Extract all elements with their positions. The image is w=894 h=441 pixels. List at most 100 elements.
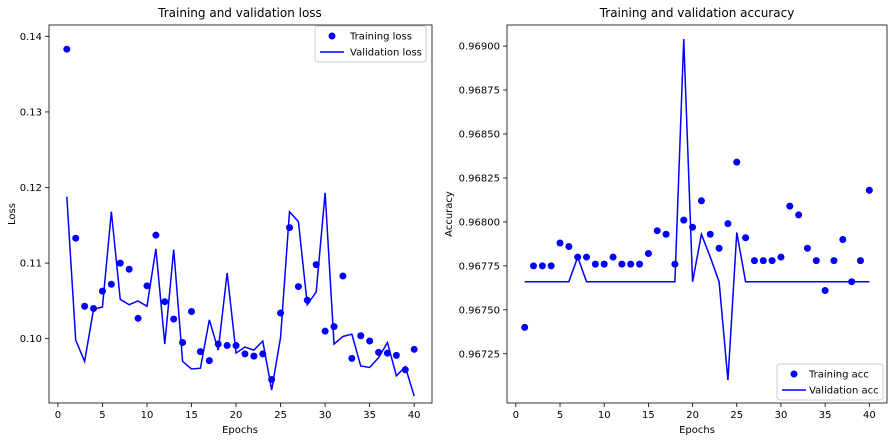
accuracy-point-training-acc bbox=[521, 323, 529, 331]
accuracy-x-tick-label: 0 bbox=[513, 410, 519, 421]
loss-point-training-loss bbox=[241, 350, 249, 358]
accuracy-point-training-acc bbox=[547, 262, 555, 270]
loss-point-training-loss bbox=[107, 280, 115, 288]
accuracy-point-training-acc bbox=[830, 257, 838, 265]
accuracy-point-training-acc bbox=[583, 253, 591, 261]
accuracy-legend-label-training: Training acc bbox=[808, 370, 869, 381]
loss-chart: Training and validation loss Epochs Loss… bbox=[7, 6, 433, 436]
accuracy-point-training-acc bbox=[662, 230, 670, 238]
accuracy-axes-frame bbox=[506, 24, 888, 404]
loss-y-tick-label: 0.13 bbox=[20, 107, 42, 118]
loss-point-training-loss bbox=[134, 314, 142, 322]
loss-point-training-loss bbox=[143, 282, 151, 290]
loss-point-training-loss bbox=[72, 234, 80, 242]
loss-point-training-loss bbox=[348, 354, 356, 362]
accuracy-point-training-acc bbox=[803, 244, 811, 252]
accuracy-point-training-acc bbox=[733, 158, 741, 166]
accuracy-point-training-acc bbox=[556, 239, 564, 247]
accuracy-y-axis-label: Accuracy bbox=[444, 191, 455, 237]
loss-plot-area: 0 5 10 15 20 25 30 35 40 0.10 0.11 0.12 0.13 0.14 bbox=[20, 24, 433, 421]
accuracy-x-tick-label: 5 bbox=[557, 410, 563, 421]
accuracy-point-training-acc bbox=[821, 286, 829, 294]
accuracy-x-axis-label: Epochs bbox=[679, 425, 715, 436]
loss-y-tick-label: 0.14 bbox=[20, 32, 42, 43]
accuracy-legend-frame bbox=[776, 363, 884, 401]
accuracy-point-training-acc bbox=[865, 186, 873, 194]
loss-point-training-loss bbox=[63, 45, 71, 53]
accuracy-point-training-acc bbox=[636, 260, 644, 268]
accuracy-point-training-acc bbox=[618, 260, 626, 268]
loss-point-training-loss bbox=[250, 352, 258, 360]
accuracy-x-tick-label: 40 bbox=[863, 410, 876, 421]
accuracy-point-training-acc bbox=[706, 230, 714, 238]
accuracy-point-training-acc bbox=[786, 202, 794, 210]
loss-y-tick-label: 0.12 bbox=[20, 183, 42, 194]
accuracy-point-training-acc bbox=[742, 234, 750, 242]
loss-x-tick-label: 15 bbox=[185, 410, 198, 421]
loss-point-training-loss bbox=[330, 323, 338, 331]
loss-point-training-loss bbox=[410, 345, 418, 353]
accuracy-point-training-acc bbox=[795, 211, 803, 219]
accuracy-y-tick-label: 0.96875 bbox=[459, 86, 500, 97]
accuracy-point-training-acc bbox=[750, 257, 758, 265]
loss-point-training-loss bbox=[196, 348, 204, 356]
loss-series-validation-loss bbox=[66, 192, 415, 397]
accuracy-point-training-acc bbox=[839, 235, 847, 243]
accuracy-point-training-acc bbox=[724, 220, 732, 228]
accuracy-x-tick-label: 25 bbox=[730, 410, 743, 421]
accuracy-chart-title: Training and validation accuracy bbox=[599, 6, 795, 20]
accuracy-point-training-acc bbox=[812, 257, 820, 265]
accuracy-point-training-acc bbox=[777, 253, 785, 261]
loss-y-axis-label: Loss bbox=[7, 203, 18, 225]
loss-point-training-loss bbox=[205, 357, 213, 365]
loss-point-training-loss bbox=[116, 259, 124, 267]
loss-legend-label-training: Training loss bbox=[349, 32, 412, 43]
loss-x-tick-label: 20 bbox=[230, 410, 243, 421]
accuracy-point-training-acc bbox=[644, 250, 652, 258]
loss-point-training-loss bbox=[161, 298, 169, 306]
accuracy-point-training-acc bbox=[591, 260, 599, 268]
loss-point-training-loss bbox=[188, 308, 196, 316]
loss-point-training-loss bbox=[366, 337, 374, 345]
accuracy-point-training-acc bbox=[759, 257, 767, 265]
accuracy-legend-marker-training bbox=[790, 370, 798, 378]
loss-point-training-loss bbox=[223, 342, 231, 350]
loss-x-tick-label: 25 bbox=[274, 410, 287, 421]
accuracy-point-training-acc bbox=[609, 253, 617, 261]
loss-x-axis-label: Epochs bbox=[222, 425, 258, 436]
loss-legend-marker-training bbox=[328, 32, 336, 40]
loss-point-training-loss bbox=[81, 302, 89, 310]
accuracy-point-training-acc bbox=[600, 260, 608, 268]
loss-point-training-loss bbox=[125, 265, 133, 273]
accuracy-y-tick-label: 0.96800 bbox=[459, 217, 500, 228]
loss-legend: Training loss Validation loss bbox=[314, 25, 427, 63]
accuracy-y-tick-label: 0.96775 bbox=[459, 261, 500, 272]
loss-x-tick-label: 0 bbox=[55, 410, 61, 421]
accuracy-point-training-acc bbox=[768, 257, 776, 265]
loss-legend-frame bbox=[314, 25, 427, 63]
loss-point-training-loss bbox=[357, 332, 365, 340]
accuracy-series-validation-acc bbox=[524, 39, 870, 381]
accuracy-plot-area: 0 5 10 15 20 25 30 35 40 0.96725 0.96750 0.96775 0.9… bbox=[459, 24, 888, 421]
loss-y-tick-label: 0.11 bbox=[20, 259, 42, 270]
accuracy-x-tick-label: 30 bbox=[775, 410, 788, 421]
loss-legend-label-validation: Validation loss bbox=[350, 48, 422, 59]
loss-x-tick-label: 30 bbox=[319, 410, 332, 421]
loss-point-training-loss bbox=[152, 231, 160, 239]
loss-x-tick-label: 40 bbox=[408, 410, 421, 421]
accuracy-point-training-acc bbox=[565, 243, 573, 251]
loss-axes-frame bbox=[48, 24, 433, 404]
accuracy-x-tick-label: 20 bbox=[686, 410, 699, 421]
loss-point-training-loss bbox=[285, 224, 293, 232]
accuracy-point-training-acc bbox=[680, 216, 688, 224]
accuracy-point-training-acc bbox=[653, 227, 661, 235]
accuracy-point-training-acc bbox=[530, 262, 538, 270]
accuracy-chart: Training and validation accuracy Epochs … bbox=[444, 6, 888, 436]
accuracy-legend: Training acc Validation acc bbox=[776, 363, 884, 401]
accuracy-y-tick-label: 0.96825 bbox=[459, 173, 500, 184]
accuracy-x-tick-label: 35 bbox=[819, 410, 832, 421]
loss-point-training-loss bbox=[392, 351, 400, 359]
accuracy-point-training-acc bbox=[715, 244, 723, 252]
loss-point-training-loss bbox=[294, 283, 302, 291]
